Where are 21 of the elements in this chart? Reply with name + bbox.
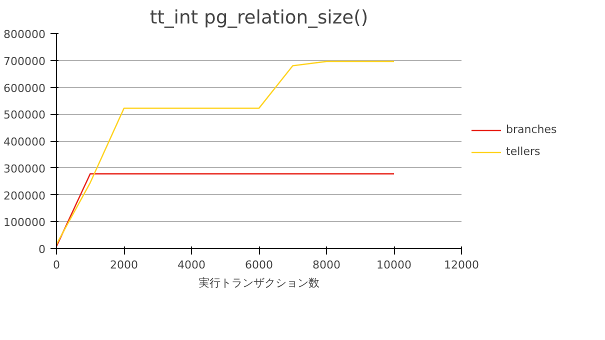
x-tick-label: 0	[53, 258, 60, 272]
y-tick-label: 100000	[4, 216, 46, 230]
x-tick-label: 8000	[312, 258, 341, 272]
y-tick-label: 200000	[4, 189, 46, 202]
y-tick-label: 500000	[4, 108, 46, 122]
x-tick-label: 12000	[444, 258, 480, 272]
y-tick-label: 700000	[4, 54, 46, 68]
x-tick-label: 6000	[245, 258, 274, 272]
line-series	[56, 60, 395, 245]
x-tick-label: 10000	[376, 258, 412, 272]
x-axis-title: 実行トランザクション数	[198, 276, 320, 290]
legend-label: tellers	[506, 145, 540, 158]
x-tick-label: 4000	[178, 258, 206, 272]
y-tick-label: 300000	[4, 162, 46, 176]
chart-title: tt_int pg_relation_size()	[150, 8, 368, 28]
x-tick-label: 2000	[110, 258, 138, 272]
legend-label: branches	[506, 123, 557, 136]
y-tick-label: 0	[38, 243, 46, 256]
y-tick-label: 400000	[4, 136, 46, 148]
y-tick-label: 600000	[4, 82, 46, 95]
y-tick-label: 800000	[4, 28, 46, 41]
